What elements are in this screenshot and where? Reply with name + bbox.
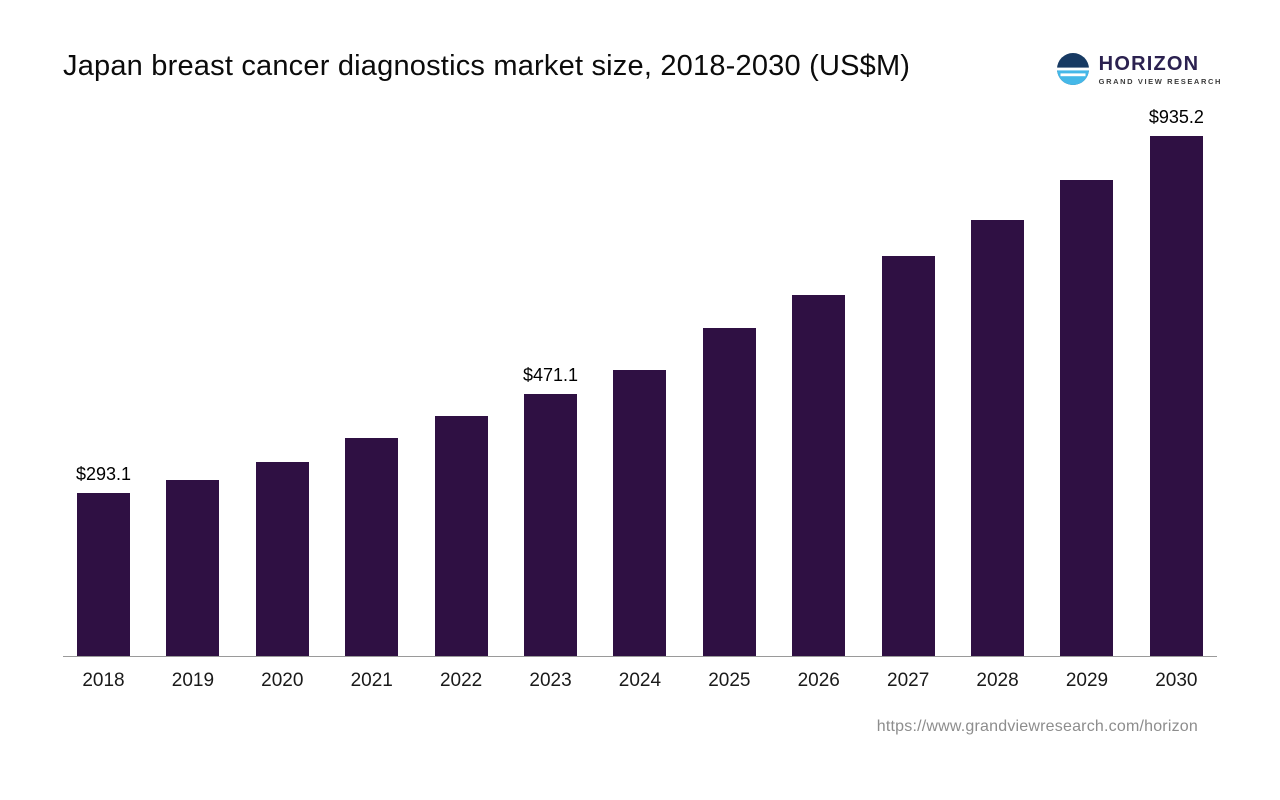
header: Japan breast cancer diagnostics market s… bbox=[0, 46, 1280, 87]
x-axis-label-2023: 2023 bbox=[529, 670, 572, 692]
bar-column-2021 bbox=[345, 409, 399, 657]
x-axis-label-2019: 2019 bbox=[171, 670, 215, 692]
bar-column-2029 bbox=[1060, 151, 1114, 657]
bar-2030 bbox=[1149, 136, 1203, 657]
horizon-logo: HORIZON GRAND VIEW RESEARCH bbox=[1056, 52, 1222, 86]
bar-2029 bbox=[1060, 180, 1114, 657]
bar-2021 bbox=[345, 438, 399, 657]
bar-column-2019 bbox=[166, 451, 220, 657]
source-url-link[interactable]: https://www.grandviewresearch.com/horizo… bbox=[876, 718, 1198, 736]
bar-column-2028 bbox=[971, 191, 1025, 657]
x-axis-label-2022: 2022 bbox=[439, 670, 483, 692]
bar-column-2026 bbox=[792, 266, 846, 657]
x-axis-label-2028: 2028 bbox=[976, 670, 1019, 692]
bar-chart: $293.1 $471.1 $935.2 2018 2019 2020 2021 2022 2… bbox=[63, 97, 1217, 692]
x-axis-label-2030: 2030 bbox=[1155, 670, 1198, 692]
x-axis-label-2024: 2024 bbox=[618, 670, 662, 692]
x-axis-label-2021: 2021 bbox=[350, 670, 393, 692]
horizon-logo-icon bbox=[1056, 52, 1090, 86]
bar-column-2022 bbox=[434, 387, 488, 657]
bar-value-label-2018: $293.1 bbox=[75, 464, 132, 485]
bar-2018 bbox=[77, 493, 130, 657]
bar-value-label-2030: $935.2 bbox=[1148, 107, 1204, 128]
logo-text: HORIZON GRAND VIEW RESEARCH bbox=[1099, 53, 1222, 86]
x-axis-label-2020: 2020 bbox=[261, 670, 304, 692]
logo-subtitle: GRAND VIEW RESEARCH bbox=[1098, 76, 1222, 86]
bar-2028 bbox=[971, 220, 1025, 657]
bar-column-2024 bbox=[613, 341, 667, 657]
x-axis-labels: 2018 2019 2020 2021 2022 2023 2024 2025 2026 2027… bbox=[63, 670, 1217, 692]
bar-2024 bbox=[613, 370, 667, 657]
bar-value-label-2023: $471.1 bbox=[523, 365, 579, 386]
chart-title: Japan breast cancer diagnostics market s… bbox=[63, 50, 911, 82]
bar-2019 bbox=[166, 480, 220, 657]
bar-column-2020 bbox=[255, 433, 309, 657]
plot-area: $293.1 $471.1 $935.2 bbox=[63, 97, 1217, 658]
bar-2026 bbox=[792, 295, 846, 657]
bar-2022 bbox=[434, 416, 488, 657]
x-axis-label-2018: 2018 bbox=[82, 670, 125, 692]
x-axis-label-2025: 2025 bbox=[708, 670, 751, 692]
bar-column-2030: $935.2 bbox=[1148, 107, 1204, 657]
bar-2025 bbox=[702, 328, 756, 657]
x-axis-label-2029: 2029 bbox=[1065, 670, 1109, 692]
bar-column-2018: $293.1 bbox=[75, 464, 132, 657]
bar-column-2023: $471.1 bbox=[523, 365, 579, 657]
x-axis-label-2026: 2026 bbox=[797, 670, 840, 692]
bar-2027 bbox=[881, 256, 935, 657]
bar-column-2027 bbox=[881, 227, 935, 657]
logo-name: HORIZON bbox=[1098, 52, 1200, 75]
bar-column-2025 bbox=[702, 299, 756, 657]
x-axis-label-2027: 2027 bbox=[887, 670, 930, 692]
bar-2020 bbox=[255, 462, 309, 657]
bar-2023 bbox=[524, 394, 578, 657]
footer: https://www.grandviewresearch.com/horizo… bbox=[0, 718, 1198, 736]
